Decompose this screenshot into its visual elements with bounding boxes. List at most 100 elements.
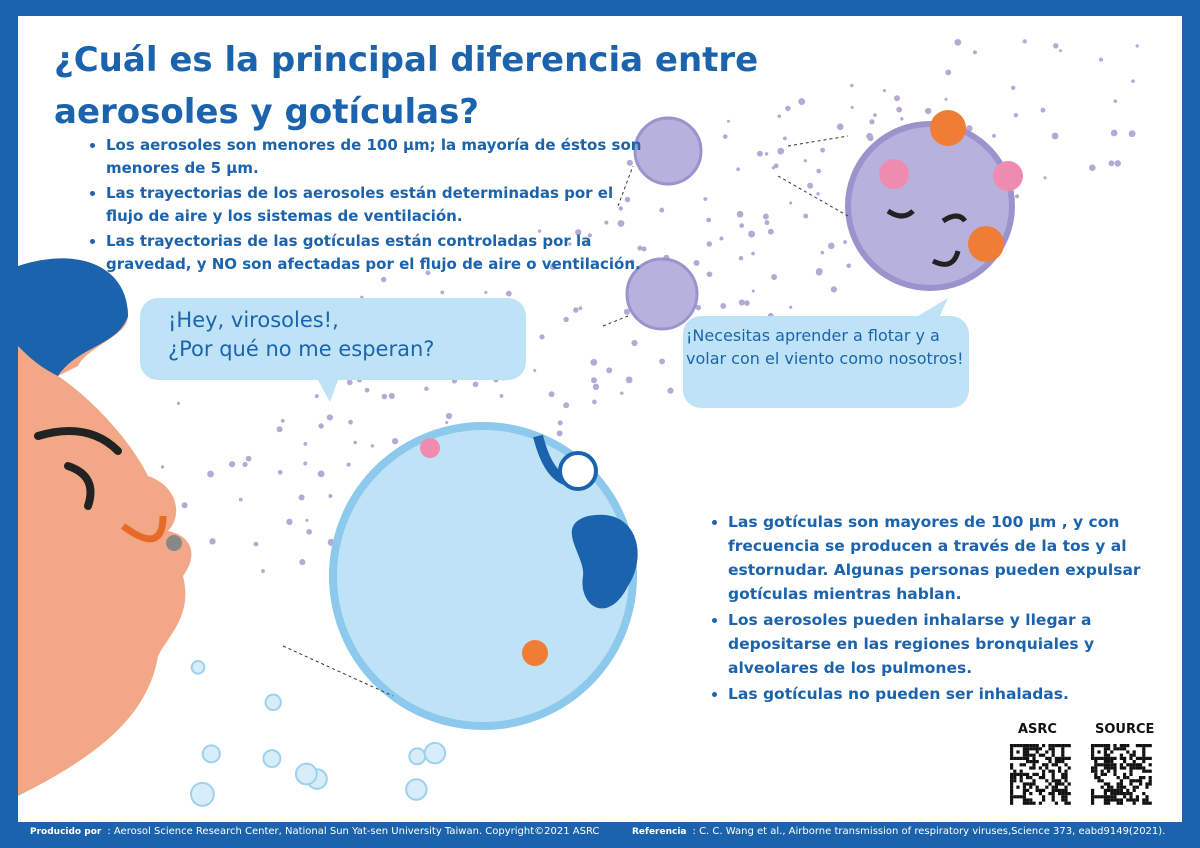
- qr-module: [1113, 763, 1117, 767]
- virus: [879, 159, 909, 189]
- qr-module: [1022, 795, 1026, 799]
- dot: [830, 286, 838, 293]
- qr-module: [1119, 801, 1123, 805]
- qr-module: [1145, 769, 1149, 773]
- dot: [620, 391, 624, 395]
- qr-module: [1010, 756, 1014, 760]
- qr-module: [1016, 756, 1020, 760]
- qr-module: [1126, 788, 1130, 792]
- dot: [882, 88, 887, 93]
- virus: [993, 161, 1023, 191]
- small-droplet: [405, 778, 428, 801]
- dot: [590, 358, 598, 366]
- qr-module: [1032, 744, 1036, 748]
- dot: [695, 304, 702, 311]
- qr-module: [1061, 760, 1065, 764]
- qr-module: [1026, 744, 1030, 748]
- qr-module: [1135, 766, 1139, 770]
- qr-module: [1054, 763, 1058, 767]
- qr-module: [1129, 753, 1133, 757]
- dot: [744, 300, 750, 306]
- qr-module: [1107, 756, 1111, 760]
- dot: [820, 147, 826, 153]
- qr-module: [1110, 766, 1114, 770]
- qr-module: [1061, 753, 1065, 757]
- qr-module: [1051, 769, 1055, 773]
- dot: [346, 379, 353, 386]
- qr-module: [1132, 763, 1136, 767]
- qr-label: SOURCE: [1095, 722, 1155, 737]
- qr-module: [1119, 785, 1123, 789]
- dot: [869, 119, 875, 125]
- dot: [764, 220, 770, 226]
- dot: [381, 393, 388, 400]
- dot: [472, 381, 479, 388]
- qr-module: [1123, 760, 1127, 764]
- qr-module: [1019, 744, 1023, 748]
- dot: [843, 240, 847, 244]
- dot: [606, 367, 613, 374]
- qr-module: [1119, 747, 1123, 751]
- qr-module: [1110, 788, 1114, 792]
- qr-module: [1107, 763, 1111, 767]
- dot: [1113, 99, 1118, 103]
- qr-module: [1013, 769, 1017, 773]
- dot: [346, 462, 351, 467]
- qr-module: [1026, 750, 1030, 754]
- qr-module: [1010, 763, 1014, 767]
- qr-module: [1142, 776, 1146, 780]
- bullet: Las gotículas son mayores de 100 μm , y …: [728, 510, 1158, 606]
- qr-module: [1113, 792, 1117, 796]
- face: [18, 258, 192, 796]
- dot: [896, 106, 903, 113]
- qr-module: [1135, 779, 1139, 783]
- dot: [1110, 129, 1118, 137]
- speech-line: ¿Por qué no me esperan?: [168, 337, 435, 361]
- qr-module: [1119, 788, 1123, 792]
- qr-module: [1103, 750, 1107, 754]
- qr-module: [1097, 750, 1101, 754]
- qr-module: [1051, 795, 1055, 799]
- qr-module: [1067, 801, 1071, 805]
- qr-module: [1054, 785, 1058, 789]
- dot: [719, 236, 724, 241]
- qr-module: [1032, 747, 1036, 751]
- dot: [245, 455, 252, 462]
- qr-module: [1026, 788, 1030, 792]
- qr-module: [1061, 747, 1065, 751]
- qr-module: [1148, 779, 1152, 783]
- qr-module: [1103, 766, 1107, 770]
- qr-module: [1061, 782, 1065, 786]
- footer-text: Aerosol Science Research Center, Nationa…: [113, 826, 600, 837]
- qr-module: [1013, 744, 1017, 748]
- qr-module: [1091, 788, 1095, 792]
- qr-module: [1103, 753, 1107, 757]
- qr-module: [1061, 772, 1065, 776]
- dot: [306, 528, 313, 535]
- qr-module: [1019, 779, 1023, 783]
- dot: [850, 105, 854, 109]
- dot: [1058, 49, 1062, 53]
- qr-module: [1094, 744, 1098, 748]
- qr-module: [1107, 795, 1111, 799]
- dot: [1089, 164, 1096, 171]
- qr-module: [1058, 769, 1062, 773]
- footer-sep: :: [692, 826, 696, 837]
- qr-module: [1042, 798, 1046, 802]
- droplet-mouth: [571, 514, 638, 609]
- small-droplet: [262, 749, 282, 769]
- dot: [751, 289, 755, 293]
- qr-module: [1048, 744, 1052, 748]
- qr-module: [1123, 747, 1127, 751]
- qr-module: [1029, 760, 1033, 764]
- qr-module: [1123, 744, 1127, 748]
- dot: [618, 206, 624, 211]
- dot: [1014, 194, 1020, 199]
- qr-module: [1119, 798, 1123, 802]
- qr-module: [1029, 753, 1033, 757]
- qr-module: [1148, 763, 1152, 767]
- bullet: Las gotículas no pueden ser inhaladas.: [728, 682, 1158, 706]
- qr-module: [1119, 756, 1123, 760]
- qr-module: [1129, 772, 1133, 776]
- qr-module: [1038, 788, 1042, 792]
